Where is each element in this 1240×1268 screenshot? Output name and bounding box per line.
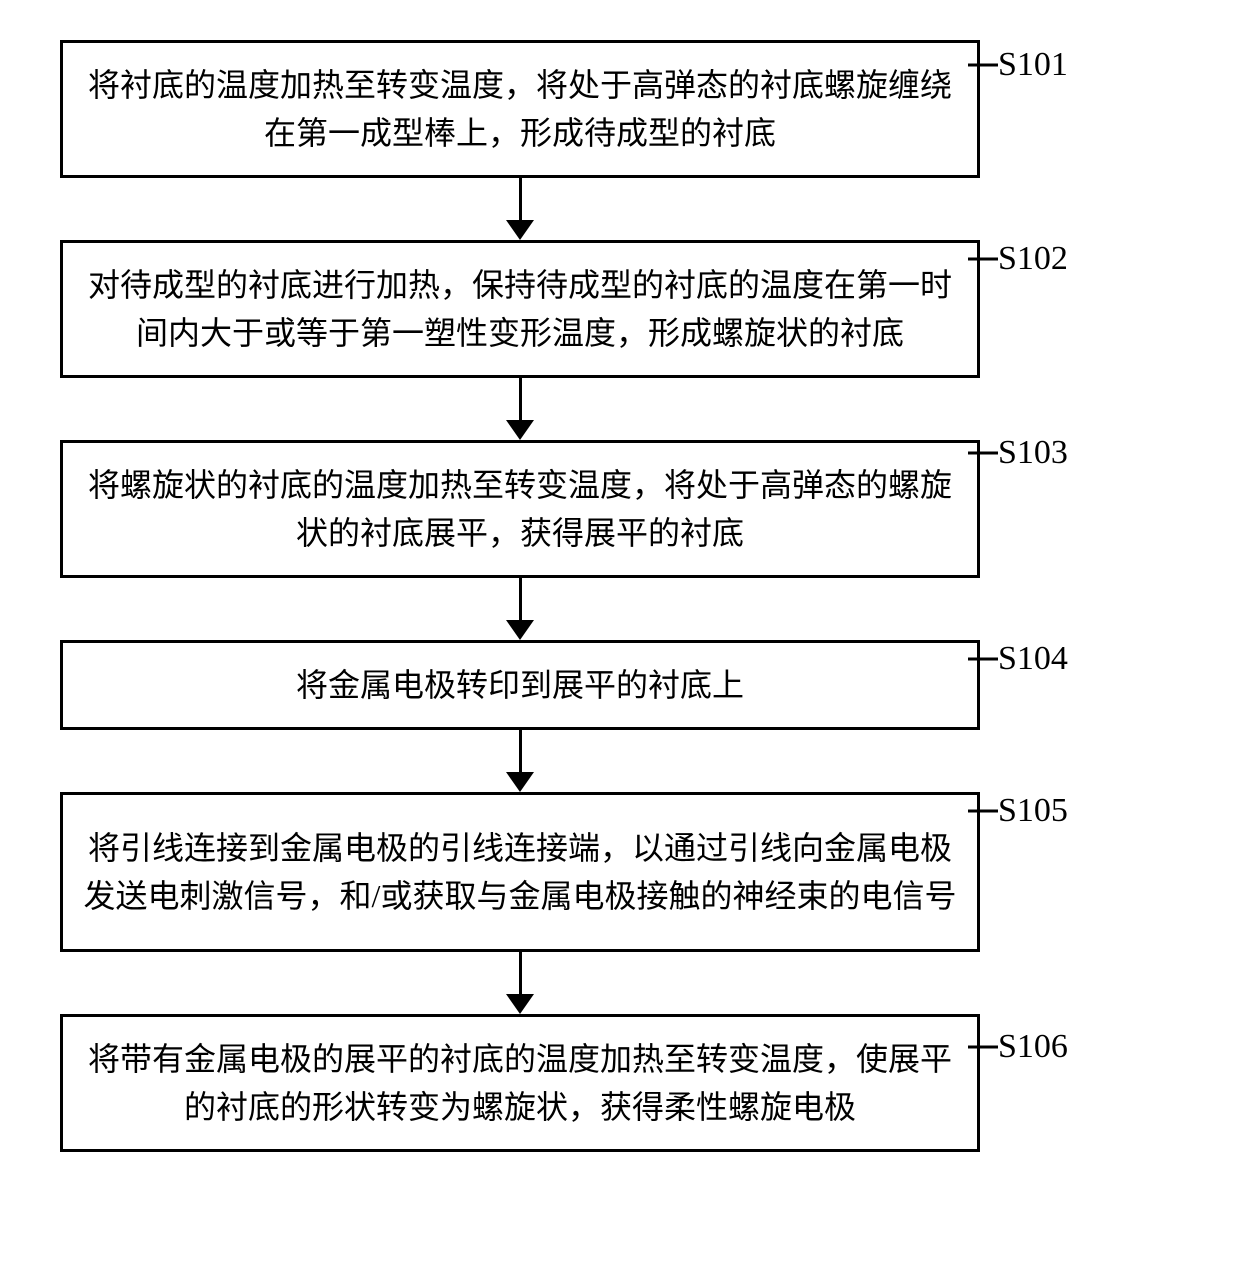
step-label-text: S103: [998, 434, 1068, 471]
step-label-text: S105: [998, 792, 1068, 829]
step-box: 将金属电极转印到展平的衬底上: [60, 640, 980, 730]
arrow-shaft: [519, 178, 522, 222]
step-row: 将衬底的温度加热至转变温度，将处于高弹态的衬底螺旋缠绕在第一成型棒上，形成待成型…: [60, 40, 1180, 178]
arrow: [60, 730, 980, 792]
arrow-head-icon: [506, 620, 534, 640]
step-box: 将带有金属电极的展平的衬底的温度加热至转变温度，使展平的衬底的形状转变为螺旋状，…: [60, 1014, 980, 1152]
label-connector: [968, 452, 998, 455]
arrow: [60, 178, 980, 240]
step-box: 将引线连接到金属电极的引线连接端，以通过引线向金属电极发送电刺激信号，和/或获取…: [60, 792, 980, 952]
step-label-text: S102: [998, 240, 1068, 277]
step-label-text: S104: [998, 640, 1068, 677]
arrow-head-icon: [506, 994, 534, 1014]
arrow-head-icon: [506, 220, 534, 240]
arrow-head-icon: [506, 420, 534, 440]
step-row: 将螺旋状的衬底的温度加热至转变温度，将处于高弹态的螺旋状的衬底展平，获得展平的衬…: [60, 440, 1180, 578]
arrow-shaft: [519, 578, 522, 622]
step-box: 对待成型的衬底进行加热，保持待成型的衬底的温度在第一时间内大于或等于第一塑性变形…: [60, 240, 980, 378]
label-connector: [968, 1046, 998, 1049]
label-connector: [968, 64, 998, 67]
step-label: S104: [998, 640, 1068, 678]
step-row: 将引线连接到金属电极的引线连接端，以通过引线向金属电极发送电刺激信号，和/或获取…: [60, 792, 1180, 952]
step-row: 将带有金属电极的展平的衬底的温度加热至转变温度，使展平的衬底的形状转变为螺旋状，…: [60, 1014, 1180, 1152]
step-label: S101: [998, 46, 1068, 84]
label-connector: [968, 258, 998, 261]
step-label: S105: [998, 792, 1068, 830]
label-connector: [968, 658, 998, 661]
step-row: 将金属电极转印到展平的衬底上 S104: [60, 640, 1180, 730]
arrow-shaft: [519, 730, 522, 774]
step-label: S102: [998, 240, 1068, 278]
step-label-text: S101: [998, 46, 1068, 83]
step-box: 将衬底的温度加热至转变温度，将处于高弹态的衬底螺旋缠绕在第一成型棒上，形成待成型…: [60, 40, 980, 178]
step-label-text: S106: [998, 1028, 1068, 1065]
arrow-head-icon: [506, 772, 534, 792]
step-label: S106: [998, 1028, 1068, 1066]
arrow: [60, 578, 980, 640]
arrow-shaft: [519, 952, 522, 996]
arrow: [60, 952, 980, 1014]
step-row: 对待成型的衬底进行加热，保持待成型的衬底的温度在第一时间内大于或等于第一塑性变形…: [60, 240, 1180, 378]
arrow: [60, 378, 980, 440]
arrow-shaft: [519, 378, 522, 422]
label-connector: [968, 810, 998, 813]
step-label: S103: [998, 434, 1068, 472]
step-box: 将螺旋状的衬底的温度加热至转变温度，将处于高弹态的螺旋状的衬底展平，获得展平的衬…: [60, 440, 980, 578]
flowchart-container: 将衬底的温度加热至转变温度，将处于高弹态的衬底螺旋缠绕在第一成型棒上，形成待成型…: [60, 40, 1180, 1152]
